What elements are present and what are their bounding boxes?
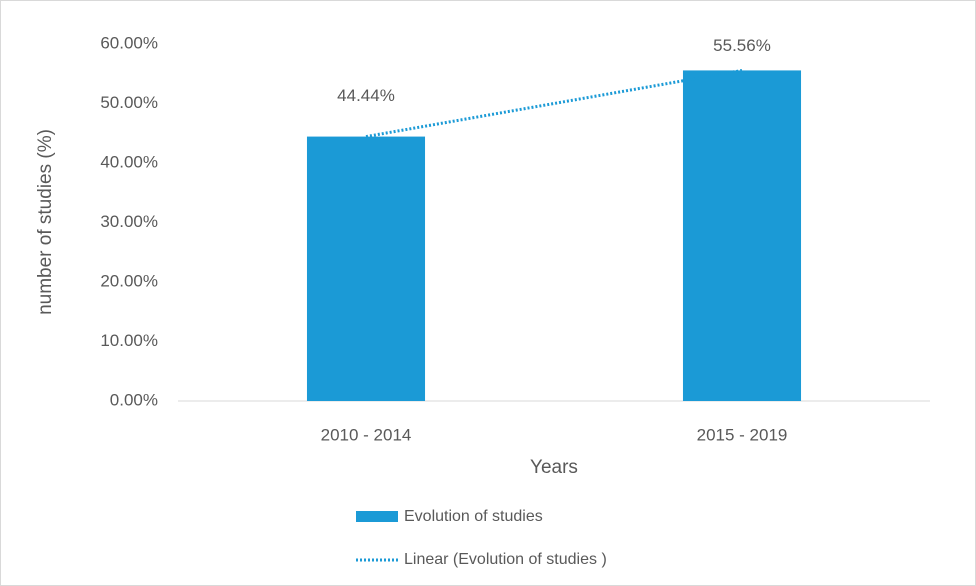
y-axis-title: number of studies (%)	[35, 129, 56, 315]
x-tick-label: 2010 - 2014	[321, 425, 412, 444]
bar	[682, 70, 802, 401]
bar	[306, 136, 426, 401]
data-label: 44.44%	[337, 86, 395, 105]
y-tick-label: 40.00%	[100, 152, 158, 171]
y-tick-label: 30.00%	[100, 212, 158, 231]
legend-label: Evolution of studies	[404, 508, 543, 525]
data-label: 55.56%	[713, 36, 771, 55]
x-axis-title: Years	[530, 457, 578, 478]
y-tick-label: 50.00%	[100, 93, 158, 112]
x-tick-label: 2015 - 2019	[697, 425, 788, 444]
legend-label: Linear (Evolution of studies )	[404, 551, 607, 568]
y-tick-label: 20.00%	[100, 271, 158, 290]
legend-swatch	[356, 511, 398, 522]
y-tick-label: 60.00%	[100, 33, 158, 52]
y-tick-label: 10.00%	[100, 331, 158, 350]
y-tick-label: 0.00%	[110, 390, 158, 409]
